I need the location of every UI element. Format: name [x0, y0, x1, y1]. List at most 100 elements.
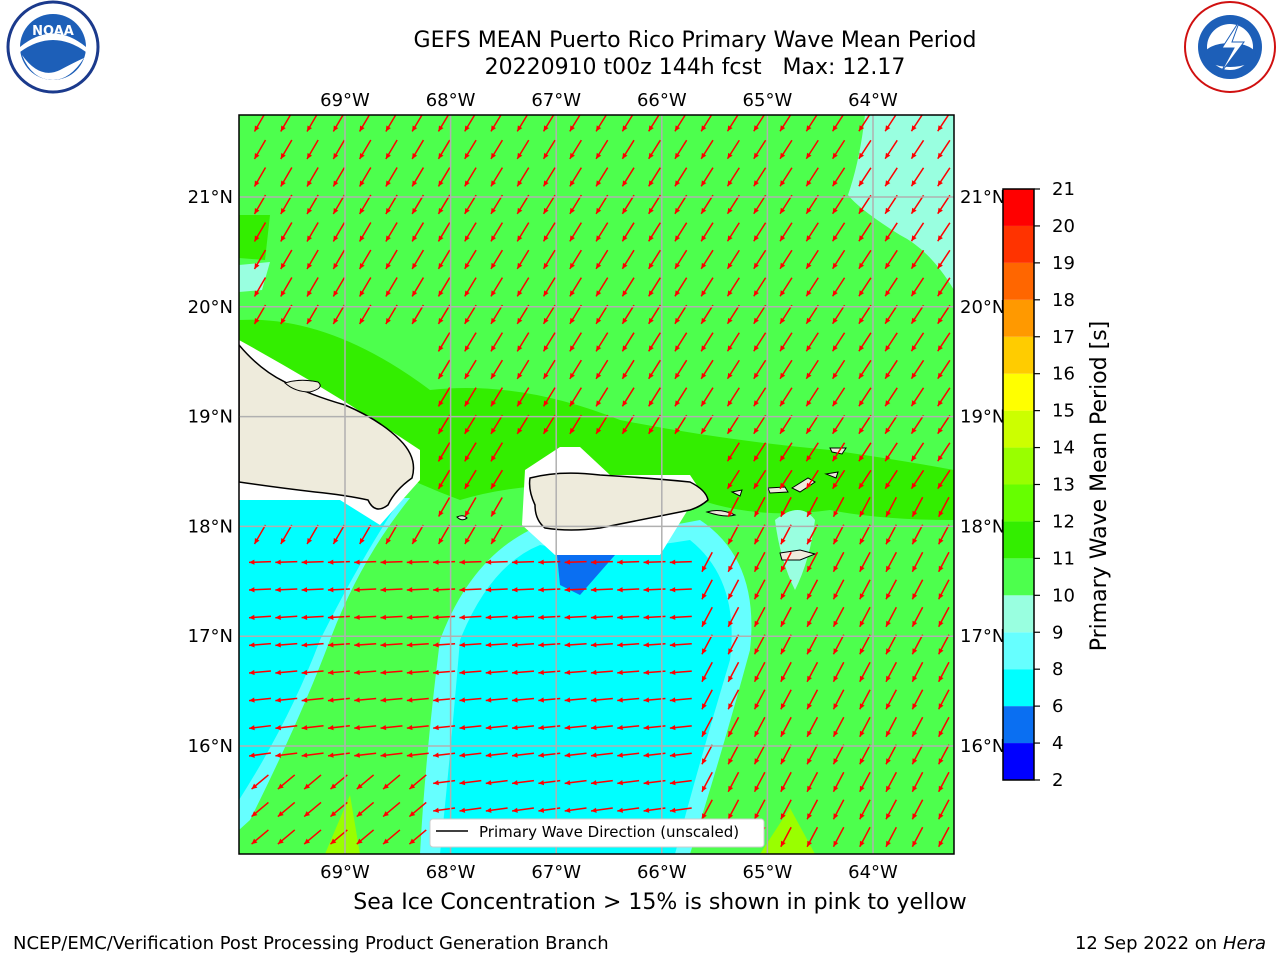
wave-arrow	[727, 579, 740, 600]
wave-arrow	[380, 642, 403, 648]
wave-arrow	[406, 587, 429, 593]
lat-label-left: 21°N	[188, 187, 233, 208]
wave-arrow	[859, 826, 871, 848]
wave-arrow	[831, 222, 846, 242]
wave-arrow	[564, 642, 587, 648]
wave-arrow	[301, 669, 324, 676]
wave-arrow	[700, 167, 714, 187]
wave-arrow	[727, 606, 740, 628]
wave-arrow	[516, 139, 530, 160]
wave-arrow	[437, 194, 451, 215]
wave-arrow	[911, 689, 924, 710]
wave-arrow	[885, 606, 898, 628]
wave-arrow	[590, 587, 613, 593]
wave-arrow	[806, 689, 819, 710]
wave-arrow	[885, 551, 898, 573]
wave-arrow	[408, 774, 427, 790]
wave-arrow	[356, 829, 375, 845]
wave-arrow	[753, 524, 766, 545]
wave-arrow	[306, 524, 319, 545]
wave-arrow	[253, 277, 267, 297]
wave-arrow	[780, 826, 792, 848]
wave-arrow	[806, 579, 819, 600]
wave-arrow	[459, 752, 482, 758]
wave-arrow	[511, 752, 535, 758]
wave-arrow	[805, 249, 819, 270]
wave-arrow	[485, 642, 508, 648]
wave-arrow	[858, 167, 872, 187]
wave-arrow	[590, 697, 613, 703]
wave-arrow	[621, 167, 635, 187]
colorbar-segment	[1003, 743, 1034, 780]
wave-arrow	[911, 634, 924, 655]
wave-arrow	[700, 387, 714, 407]
wave-arrow	[831, 332, 846, 352]
wave-arrow	[726, 304, 740, 325]
wave-arrow	[595, 359, 609, 380]
wave-arrow	[301, 614, 324, 620]
colorbar-segment	[1003, 225, 1034, 263]
wave-arrow	[406, 669, 429, 676]
wave-arrow	[327, 614, 350, 620]
wave-arrow	[542, 115, 555, 132]
wave-arrow	[569, 414, 583, 435]
wave-arrow	[511, 724, 535, 731]
wave-arrow	[727, 744, 740, 765]
wave-arrow	[727, 524, 740, 545]
lat-label-left: 16°N	[188, 736, 233, 757]
wave-arrow	[437, 332, 451, 352]
wave-arrow	[621, 414, 635, 435]
wave-arrow	[542, 332, 556, 352]
wave-arrow	[805, 277, 819, 297]
wave-arrow	[806, 826, 819, 848]
wave-arrow	[806, 551, 819, 573]
wave-arrow	[306, 249, 319, 270]
wave-arrow	[753, 606, 766, 628]
colorbar-segment	[1003, 669, 1034, 707]
wave-arrow	[911, 579, 924, 600]
wave-arrow	[485, 559, 508, 565]
wave-arrow	[253, 249, 267, 270]
wave-arrow	[564, 724, 587, 731]
wave-arrow	[831, 359, 846, 380]
wave-arrow	[490, 524, 503, 545]
wave-arrow	[910, 194, 925, 215]
wave-arrow	[753, 799, 766, 820]
wave-arrow	[753, 277, 767, 297]
wave-arrow	[569, 387, 583, 407]
wave-arrow	[437, 387, 451, 407]
wave-arrow	[806, 661, 819, 683]
wave-arrow	[674, 139, 688, 160]
wave-arrow	[280, 304, 293, 325]
wave-arrow	[617, 642, 640, 648]
wave-arrow	[437, 497, 451, 517]
wave-arrow	[753, 716, 766, 738]
wave-arrow	[911, 496, 924, 518]
wave-arrow	[779, 332, 793, 352]
wave-arrow	[590, 669, 613, 676]
wave-arrow	[753, 167, 767, 187]
lat-label-left: 18°N	[188, 516, 233, 537]
wave-arrow	[674, 115, 687, 132]
lat-label-left: 20°N	[188, 297, 233, 318]
wave-arrow	[590, 752, 613, 758]
wave-arrow	[437, 442, 451, 462]
map-legend-label: Primary Wave Direction (unscaled)	[479, 823, 739, 841]
wave-arrow	[884, 194, 898, 215]
wave-arrow	[382, 829, 401, 845]
wave-arrow	[433, 559, 456, 565]
wave-arrow	[911, 661, 924, 683]
footer-date: 12 Sep 2022 on Hera	[1075, 933, 1266, 954]
wave-arrow	[859, 689, 871, 710]
wave-arrow	[542, 414, 556, 435]
wave-arrow	[910, 222, 925, 242]
wave-arrow	[832, 661, 845, 683]
wave-arrow	[358, 139, 372, 160]
wave-arrow	[380, 587, 403, 593]
wave-arrow	[806, 744, 819, 765]
wave-arrow	[701, 661, 713, 683]
wave-arrow	[700, 414, 714, 435]
wave-arrow	[674, 359, 688, 380]
wave-arrow	[911, 551, 924, 573]
wave-arrow	[301, 697, 324, 703]
